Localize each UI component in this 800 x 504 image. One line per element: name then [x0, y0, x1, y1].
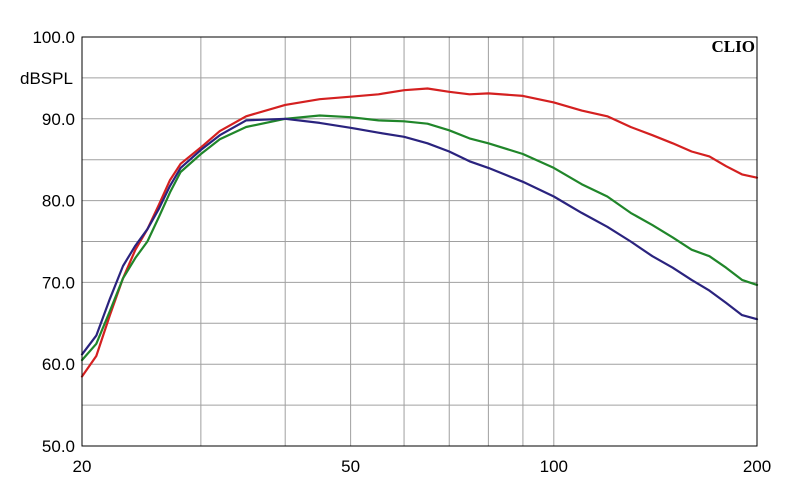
y-tick-label: 50.0: [42, 437, 75, 456]
x-tick-label: 50: [341, 457, 360, 476]
y-tick-labels: 100.0 90.0 80.0 70.0 60.0 50.0: [32, 28, 75, 456]
series-lines: [80, 87, 759, 378]
x-tick-label: 20: [73, 457, 92, 476]
y-axis-label: dBSPL: [20, 69, 73, 88]
x-tick-label: 200: [743, 457, 771, 476]
series-line-2: [80, 114, 759, 362]
y-tick-label: 90.0: [42, 110, 75, 129]
y-tick-label: 80.0: [42, 192, 75, 211]
series-line-1: [80, 87, 759, 378]
y-tick-label: 70.0: [42, 273, 75, 292]
x-tick-label: 100: [540, 457, 568, 476]
x-tick-labels: 20 50 100 200: [73, 457, 772, 476]
grid: [81, 36, 758, 447]
brand-label: CLIO: [712, 37, 755, 56]
y-tick-label: 60.0: [42, 355, 75, 374]
series-line-3: [80, 117, 759, 356]
y-tick-label: 100.0: [32, 28, 75, 47]
plot-frame: [81, 36, 758, 447]
